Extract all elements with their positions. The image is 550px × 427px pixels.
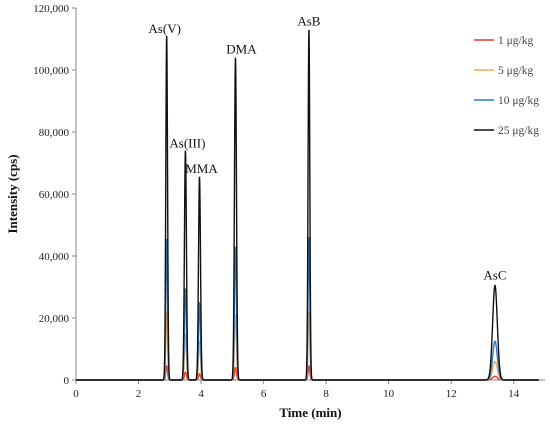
legend-label-4: 25 μg/kg [498,125,539,137]
series-layer [76,29,539,381]
x-tick-label: 0 [73,388,79,400]
y-tick-label: 80,000 [39,127,70,139]
x-tick-label: 12 [446,388,457,400]
x-tick-label: 6 [261,388,267,400]
legend-label-3: 10 μg/kg [498,95,539,107]
y-axis-title: Intensity (cps) [5,154,20,233]
axes: 0 20,000 40,000 60,000 80,000 100,000 120,000 0… [33,3,545,400]
legend-label-1: 1 μg/kg [498,35,533,47]
peak-labels: As(V) As(III) MMA DMA AsB AsC [148,14,506,283]
x-tick-label: 4 [198,388,204,400]
y-tick-label: 0 [64,375,70,387]
series-line-4 [76,29,539,381]
y-tick-label: 100,000 [33,65,69,77]
peak-label-asb: AsB [297,14,320,29]
y-tick-label: 40,000 [39,251,70,263]
x-tick-label: 8 [323,388,329,400]
y-tick-label: 20,000 [39,313,70,325]
x-axis-title: Time (min) [279,405,341,420]
peak-label-asv: As(V) [148,21,181,36]
y-tick-label: 60,000 [39,189,70,201]
peak-label-asiii: As(III) [169,136,205,151]
peak-label-dma: DMA [226,42,257,57]
x-tick-label: 2 [136,388,142,400]
peak-label-asc: AsC [483,267,506,282]
peak-label-mma: MMA [185,161,218,176]
legend-label-2: 5 μg/kg [498,65,533,77]
x-tick-label: 10 [383,388,395,400]
y-tick-label: 120,000 [33,3,69,15]
x-tick-label: 14 [508,388,520,400]
legend: 1 μg/kg 5 μg/kg 10 μg/kg 25 μg/kg [474,35,539,137]
